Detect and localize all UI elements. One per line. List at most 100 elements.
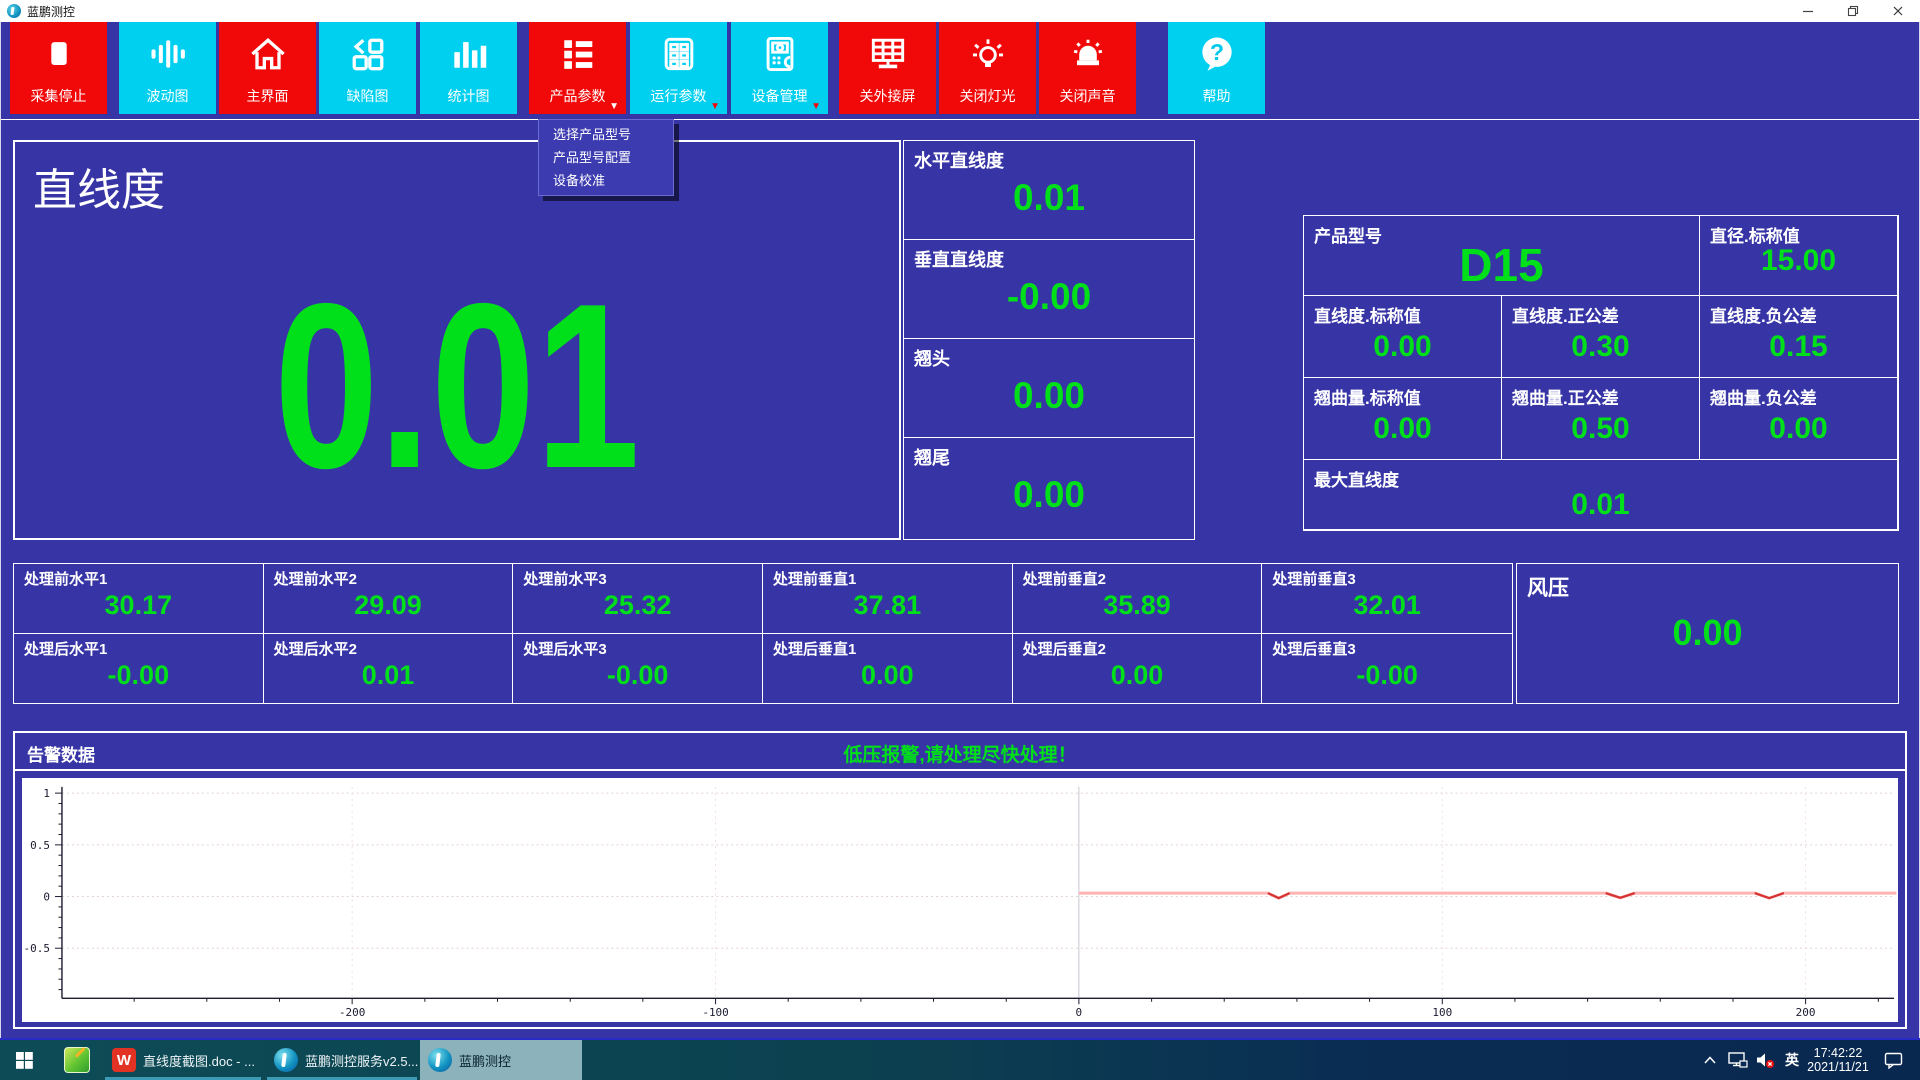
straightness-value: 0.01 — [274, 253, 640, 517]
lanpeng-logo-icon — [274, 1048, 298, 1072]
toolbar-button-sound-off[interactable]: 关闭声音 — [1039, 22, 1136, 114]
svg-text:-100: -100 — [702, 1006, 728, 1019]
toolbar-button-help[interactable]: ? 帮助 — [1168, 22, 1265, 114]
app-logo-icon — [7, 4, 21, 18]
siren-icon — [1039, 32, 1136, 76]
restore-button[interactable] — [1830, 0, 1875, 22]
grid-cell: 处理前垂直1 37.81 — [763, 564, 1013, 634]
max-straightness-cell: 最大直线度 0.01 — [1303, 459, 1898, 530]
tray-expand-button[interactable] — [1698, 1040, 1722, 1080]
taskbar-pinned-app-button[interactable] — [54, 1040, 100, 1080]
window-titlebar: 蓝鹏测控 — [0, 0, 1920, 22]
product-model-cell: 产品型号 D15 — [1303, 215, 1700, 296]
diameter-nominal-cell: 直径.标称值 15.00 — [1699, 215, 1898, 296]
horizontal-straightness-panel: 水平直线度 0.01 — [903, 140, 1195, 240]
chart-canvas: 1 0.5 0 -0.5 -200 -100 0 100 200 — [24, 786, 1897, 1019]
alarm-message: 低压报警,请处理尽快处理！ — [843, 745, 1077, 766]
speaker-muted-icon — [1757, 1053, 1774, 1068]
chevron-down-icon: ▼ — [609, 101, 619, 112]
grid-cell: 处理前水平1 30.17 — [14, 564, 264, 634]
taskbar: W 直线度截图.doc - ... 蓝鹏测控服务v2.5.... 蓝鹏测控 英 … — [0, 1040, 1920, 1080]
alarm-title: 告警数据 — [27, 746, 95, 765]
device-icon — [731, 32, 828, 76]
product-model-value: D15 — [1459, 239, 1544, 291]
toolbar-button-wave-chart[interactable]: 波动图 — [119, 22, 216, 114]
content-divider — [1, 119, 1919, 120]
bar-chart-icon — [420, 32, 517, 76]
external-screen-icon — [839, 32, 936, 76]
grid-cell: 处理前垂直2 35.89 — [1012, 564, 1263, 634]
tail-warp-panel: 翘尾 0.00 — [903, 437, 1195, 540]
close-button[interactable] — [1875, 0, 1920, 22]
toolbar-button-stop-acquisition[interactable]: 采集停止 — [10, 22, 107, 114]
svg-text:200: 200 — [1796, 1006, 1816, 1019]
toolbar-button-product-params[interactable]: 产品参数 ▼ — [529, 22, 626, 114]
toolbar-button-run-params[interactable]: 运行参数 ▼ — [630, 22, 727, 114]
toolbar-button-device-management[interactable]: 设备管理 ▼ — [731, 22, 828, 114]
wps-doc-icon: W — [112, 1048, 136, 1072]
grid-cell: 处理后垂直2 0.00 — [1013, 633, 1263, 703]
run-params-icon — [630, 32, 727, 76]
svg-text:?: ? — [1210, 39, 1224, 65]
window-bottom-edge — [0, 1038, 1920, 1040]
alarm-bar: 告警数据 低压报警,请处理尽快处理！ — [15, 733, 1905, 771]
straightness-panel: 直线度 0.01 — [13, 140, 901, 540]
grid-cell: 处理后水平2 0.01 — [264, 633, 514, 703]
warp-neg-tolerance-cell: 翘曲量.负公差 0.00 — [1699, 377, 1898, 460]
tray-time: 17:42:22 — [1813, 1046, 1863, 1060]
tray-language-indicator[interactable]: 英 — [1785, 1052, 1799, 1068]
restore-icon — [1847, 5, 1858, 17]
svg-text:100: 100 — [1432, 1006, 1452, 1019]
head-warp-panel: 翘头 0.00 — [903, 338, 1195, 438]
tray-network-button[interactable] — [1724, 1040, 1752, 1080]
grid-cell: 处理后水平1 -0.00 — [14, 633, 264, 703]
toolbar-button-main-screen[interactable]: 主界面 — [219, 22, 316, 114]
minimize-icon — [1802, 10, 1813, 13]
grid-cell: 处理后垂直3 -0.00 — [1272, 640, 1418, 690]
straightness-pos-tolerance-cell: 直线度.正公差 0.30 — [1501, 295, 1700, 378]
tray-volume-muted-button[interactable] — [1752, 1040, 1780, 1080]
toolbar-button-defect-map[interactable]: 缺陷图 — [319, 22, 416, 114]
menu-item-product-model-config[interactable]: 产品型号配置 — [553, 150, 632, 165]
lanpeng-logo-icon — [428, 1048, 452, 1072]
start-button[interactable] — [0, 1040, 48, 1080]
panel-title: 直线度 — [33, 166, 165, 215]
grid-cell: 处理后水平3 -0.00 — [513, 633, 763, 703]
chevron-up-icon — [1704, 1056, 1716, 1064]
minimize-button[interactable] — [1785, 0, 1830, 22]
chevron-down-icon: ▼ — [710, 101, 720, 112]
svg-text:0: 0 — [43, 891, 50, 904]
taskbar-window-doc[interactable]: W 直线度截图.doc - ... — [104, 1040, 262, 1080]
straightness-neg-tolerance-cell: 直线度.负公差 0.15 — [1699, 295, 1898, 378]
tray-clock[interactable]: 17:42:22 2021/11/21 — [1806, 1040, 1870, 1080]
product-list-icon — [529, 32, 626, 76]
grid-cell: 处理前垂直3 32.01 — [1262, 564, 1512, 634]
help-icon: ? — [1168, 32, 1265, 76]
menu-item-device-calibration[interactable]: 设备校准 — [553, 173, 606, 188]
product-parameter-table: 产品型号 D15 直径.标称值 15.00 直线度.标称值 0.00 直线度.正… — [1303, 215, 1899, 531]
network-monitor-icon — [1728, 1051, 1748, 1068]
taskbar-window-service[interactable]: 蓝鹏测控服务v2.5.... — [266, 1040, 418, 1080]
window-title: 蓝鹏测控 — [27, 5, 76, 19]
svg-text:1: 1 — [43, 787, 50, 800]
toolbar-button-lights-off[interactable]: 关闭灯光 — [939, 22, 1036, 114]
action-center-button[interactable] — [1876, 1040, 1910, 1080]
close-icon — [1893, 6, 1902, 16]
straightness-nominal-cell: 直线度.标称值 0.00 — [1303, 295, 1502, 378]
process-measurement-grid: 处理前水平1 30.17 处理前水平2 29.09 处理前水平3 25.32 处理前垂… — [13, 563, 1513, 704]
stop-icon — [10, 32, 107, 76]
tray-date: 2021/11/21 — [1807, 1060, 1869, 1074]
defect-map-icon — [319, 32, 416, 76]
toolbar-button-external-screen[interactable]: 关外接屏 — [839, 22, 936, 114]
warp-pos-tolerance-cell: 翘曲量.正公差 0.50 — [1501, 377, 1700, 460]
menu-item-select-product-model[interactable]: 选择产品型号 — [553, 127, 632, 142]
toolbar-button-statistics-chart[interactable]: 统计图 — [420, 22, 517, 114]
light-bulb-icon — [939, 32, 1036, 76]
grid-cell: 处理前水平3 25.32 — [513, 564, 763, 634]
grid-cell: 处理前水平2 29.09 — [263, 564, 514, 634]
svg-text:0.5: 0.5 — [30, 839, 50, 852]
taskbar-window-main-app[interactable]: 蓝鹏测控 — [420, 1040, 582, 1080]
straightness-profile-chart: 1 0.5 0 -0.5 -200 -100 0 100 200 — [22, 778, 1898, 1022]
svg-text:-0.5: -0.5 — [24, 942, 50, 955]
